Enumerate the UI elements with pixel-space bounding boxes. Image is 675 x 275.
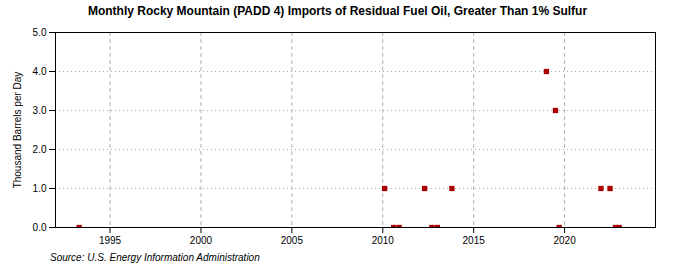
svg-text:3.0: 3.0 xyxy=(33,105,47,116)
svg-text:2000: 2000 xyxy=(190,235,213,246)
svg-text:2005: 2005 xyxy=(281,235,304,246)
svg-text:1995: 1995 xyxy=(99,235,122,246)
svg-text:2020: 2020 xyxy=(553,235,576,246)
svg-text:2010: 2010 xyxy=(372,235,395,246)
svg-text:Thousand Barrels per Day: Thousand Barrels per Day xyxy=(12,72,23,189)
svg-text:1.0: 1.0 xyxy=(33,183,47,194)
svg-text:0.0: 0.0 xyxy=(33,222,47,233)
svg-text:4.0: 4.0 xyxy=(33,66,47,77)
html-text:Source: U.S. Energy Informatio: Source: U.S. Energy Information Administ… xyxy=(50,252,260,263)
svg-text:5.0: 5.0 xyxy=(33,27,47,38)
svg-text:2015: 2015 xyxy=(463,235,486,246)
svg-text:2.0: 2.0 xyxy=(33,144,47,155)
html-text:Monthly Rocky Mountain (PADD 4: Monthly Rocky Mountain (PADD 4) Imports … xyxy=(87,4,588,18)
